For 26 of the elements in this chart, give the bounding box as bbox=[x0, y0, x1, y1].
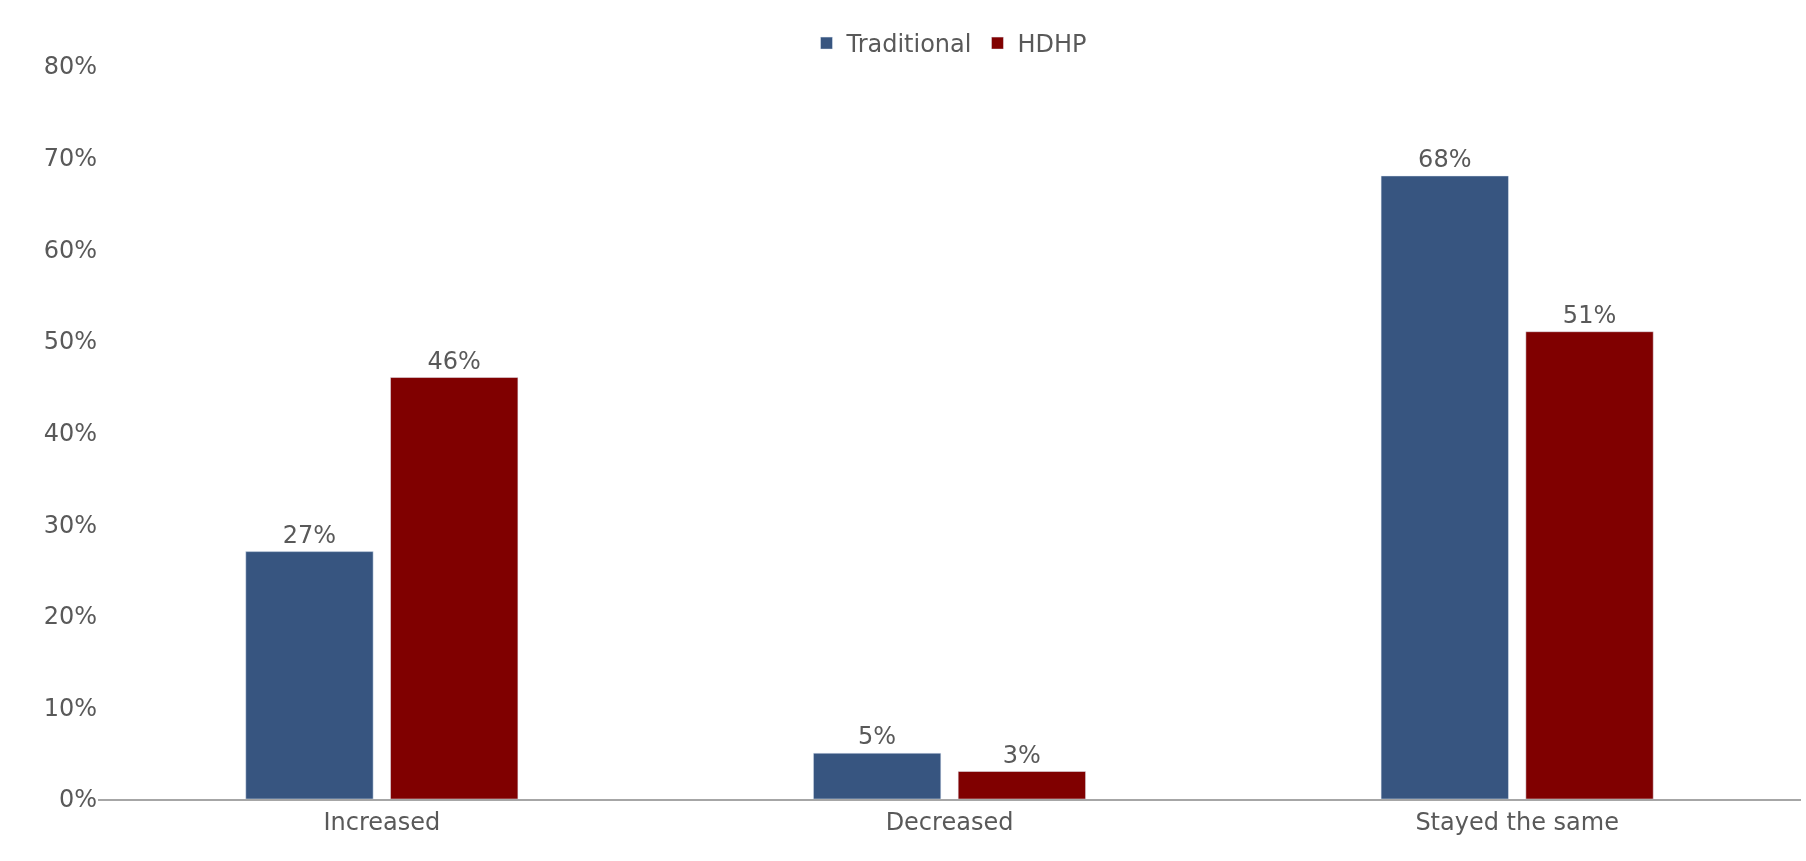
y-tick-label: 80% bbox=[43, 52, 97, 81]
bar bbox=[245, 551, 374, 799]
y-tick-label: 30% bbox=[43, 510, 97, 539]
data-label: 51% bbox=[1562, 300, 1617, 329]
bar bbox=[390, 377, 519, 799]
y-tick-label: 70% bbox=[43, 144, 97, 173]
bar bbox=[813, 752, 942, 799]
data-label: 27% bbox=[282, 520, 337, 549]
data-label: 5% bbox=[858, 722, 897, 751]
y-tick-label: 60% bbox=[43, 235, 97, 264]
y-tick-label: 0% bbox=[58, 785, 97, 814]
y-tick-label: 40% bbox=[43, 418, 97, 447]
x-tick-label: Stayed the same bbox=[1415, 807, 1619, 836]
data-label: 46% bbox=[427, 346, 481, 375]
bar bbox=[1380, 175, 1509, 799]
legend-label: HDHP bbox=[1017, 30, 1087, 59]
legend-label: Traditional bbox=[845, 30, 972, 59]
x-tick-label: Decreased bbox=[885, 807, 1014, 836]
data-label: 3% bbox=[1002, 740, 1041, 769]
y-tick-label: 50% bbox=[43, 327, 97, 356]
data-label: 68% bbox=[1418, 144, 1472, 173]
bar bbox=[1525, 331, 1654, 799]
y-tick-label: 10% bbox=[43, 693, 97, 722]
y-tick-label: 20% bbox=[43, 602, 97, 631]
x-tick-label: Increased bbox=[323, 807, 441, 836]
bar bbox=[957, 771, 1086, 799]
